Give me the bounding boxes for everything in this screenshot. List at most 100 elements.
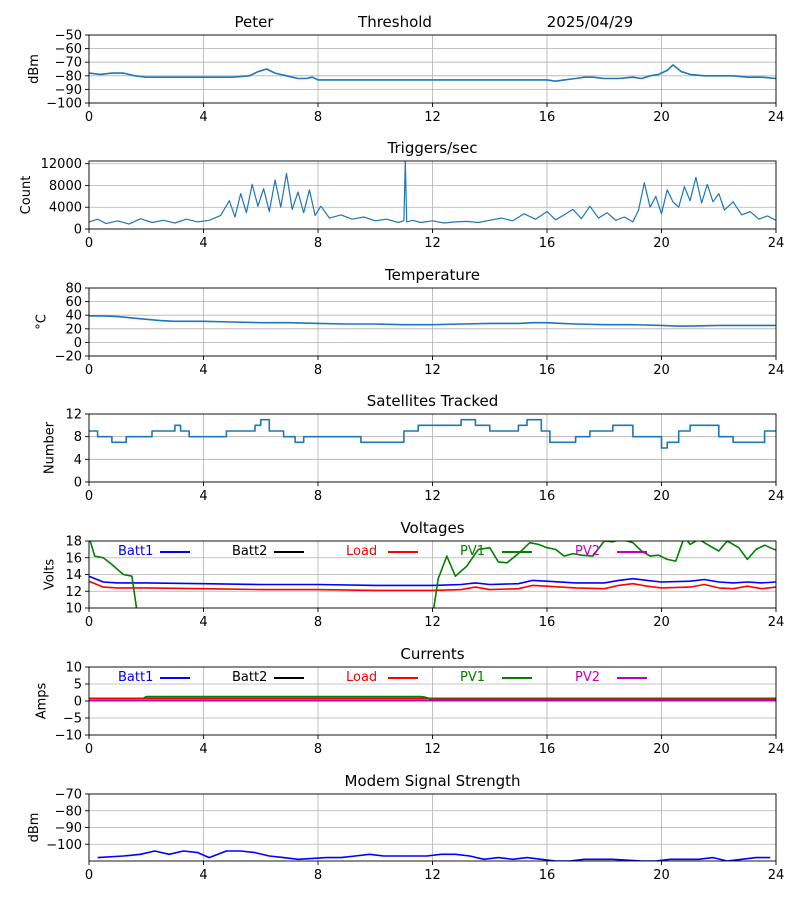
x-tick-label: 8	[314, 868, 322, 883]
x-tick-label: 20	[653, 489, 670, 504]
series-line-1	[97, 850, 771, 861]
y-tick-label: −100	[46, 97, 82, 112]
x-tick-label: 16	[539, 868, 556, 883]
legend-label-batt1: Batt1	[118, 670, 153, 685]
chart-title: Triggers/sec	[387, 139, 478, 157]
x-tick-label: 24	[768, 489, 785, 504]
x-tick-label: 8	[314, 742, 322, 757]
x-tick-label: 4	[199, 110, 207, 125]
x-tick-label: 20	[653, 363, 670, 378]
y-tick-label: −100	[46, 838, 82, 853]
header-station: Peter	[234, 13, 274, 31]
x-tick-label: 20	[653, 236, 670, 251]
y-tick-label: −5	[63, 712, 82, 727]
y-tick-label: −90	[55, 83, 82, 98]
chart-title: Currents	[400, 645, 464, 663]
x-tick-label: 8	[314, 363, 322, 378]
series-group	[97, 850, 771, 861]
y-axis-label: Volts	[42, 559, 57, 591]
series-group	[89, 64, 776, 82]
y-tick-label: −50	[55, 29, 82, 44]
series-line-1	[89, 315, 776, 327]
y-tick-label: 12000	[41, 157, 82, 172]
legend-label-batt2: Batt2	[232, 544, 267, 559]
series-group	[89, 315, 776, 327]
y-tick-label: 0	[74, 476, 82, 491]
series-line-1	[89, 418, 776, 449]
legend-label-load: Load	[346, 544, 377, 559]
y-axis-label: Amps	[35, 682, 50, 719]
x-tick-label: 12	[424, 615, 441, 630]
y-tick-label: −20	[55, 350, 82, 365]
x-tick-label: 16	[539, 489, 556, 504]
x-tick-label: 4	[199, 615, 207, 630]
x-tick-label: 12	[424, 363, 441, 378]
y-tick-label: −70	[55, 788, 82, 803]
chart-panel-1: 0 4 8 12 16 20 24 −100−90−80−70−60−50 dBm	[27, 29, 784, 126]
y-tick-label: −60	[55, 42, 82, 57]
x-tick-label: 8	[314, 236, 322, 251]
y-tick-label: 18	[65, 535, 82, 550]
series-line-1	[89, 161, 776, 225]
header-date: 2025/04/29	[547, 13, 633, 31]
x-tick-label: 24	[768, 110, 785, 125]
x-tick-label: 0	[85, 363, 93, 378]
chart-panel-7: 0 4 8 12 16 20 24 −100 −90 −80−70 Modem Signal Str…	[27, 772, 784, 883]
x-tick-label: 20	[653, 742, 670, 757]
header-mode: Threshold	[357, 13, 432, 31]
x-tick-label: 0	[85, 110, 93, 125]
x-tick-label: 20	[653, 110, 670, 125]
x-tick-label: 12	[424, 236, 441, 251]
y-axis-label: Number	[42, 421, 57, 474]
x-tick-label: 24	[768, 236, 785, 251]
y-tick-label: 8000	[49, 179, 82, 194]
y-tick-label: 10	[65, 602, 82, 617]
x-tick-label: 0	[85, 489, 93, 504]
legend-label-pv1: PV1	[460, 670, 485, 685]
series-group	[89, 541, 776, 608]
x-tick-label: 16	[539, 236, 556, 251]
y-axis-label: Count	[19, 176, 34, 215]
x-tick-label: 0	[85, 742, 93, 757]
series-line-load	[89, 580, 776, 592]
x-tick-label: 0	[85, 615, 93, 630]
x-tick-label: 20	[653, 868, 670, 883]
chart-title: Temperature	[384, 266, 480, 284]
x-tick-label: 24	[768, 615, 785, 630]
legend-label-pv1: PV1	[460, 544, 485, 559]
y-axis-label: dBm	[27, 54, 42, 84]
legend-label-pv2: PV2	[575, 670, 600, 685]
series-line-batt1	[89, 575, 776, 587]
y-axis-label: dBm	[27, 813, 42, 843]
chart-title: Voltages	[400, 519, 464, 537]
legend-label-batt2: Batt2	[232, 670, 267, 685]
x-tick-label: 0	[85, 236, 93, 251]
series-group	[89, 418, 776, 449]
x-tick-label: 12	[424, 742, 441, 757]
y-tick-label: 8	[74, 430, 82, 445]
x-tick-label: 16	[539, 110, 556, 125]
series-line-pv1	[89, 541, 776, 608]
x-tick-label: 24	[768, 742, 785, 757]
y-tick-label: 0	[74, 695, 82, 710]
y-tick-label: 5	[74, 678, 82, 693]
y-tick-label: 80	[65, 282, 82, 297]
series-line-pv1	[142, 695, 776, 701]
x-tick-label: 0	[85, 868, 93, 883]
y-tick-label: 4000	[49, 201, 82, 216]
y-tick-label: 20	[65, 322, 82, 337]
chart-title: Satellites Tracked	[367, 392, 498, 410]
y-tick-label: 14	[65, 568, 82, 583]
legend-label-batt1: Batt1	[118, 544, 153, 559]
chart-panel-4: 0 4 8 12 16 20 24 0 4 8 12 Satellites Tracked Number	[42, 392, 784, 504]
y-tick-label: 16	[65, 551, 82, 566]
x-tick-label: 12	[424, 868, 441, 883]
series-line-1	[89, 64, 776, 82]
y-tick-label: 4	[74, 453, 82, 468]
y-tick-label: 0	[74, 336, 82, 351]
x-tick-label: 4	[199, 236, 207, 251]
